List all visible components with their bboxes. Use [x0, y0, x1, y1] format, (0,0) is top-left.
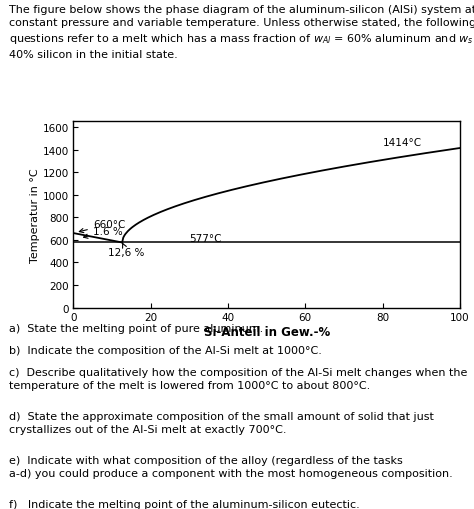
- Text: The figure below shows the phase diagram of the aluminum-silicon (AlSi) system a: The figure below shows the phase diagram…: [9, 5, 474, 60]
- Text: a)  State the melting point of pure aluminum.: a) State the melting point of pure alumi…: [9, 324, 264, 334]
- Text: e)  Indicate with what composition of the alloy (regardless of the tasks
a-d) yo: e) Indicate with what composition of the…: [9, 456, 453, 478]
- Text: 660°C: 660°C: [79, 220, 125, 233]
- Text: 577°C: 577°C: [189, 233, 222, 243]
- Text: c)  Describe qualitatively how the composition of the Al-Si melt changes when th: c) Describe qualitatively how the compos…: [9, 367, 468, 390]
- Text: 1414°C: 1414°C: [383, 137, 422, 147]
- Text: b)  Indicate the composition of the Al-Si melt at 1000°C.: b) Indicate the composition of the Al-Si…: [9, 346, 322, 356]
- Text: 1.6 %: 1.6 %: [83, 227, 123, 239]
- Text: 12,6 %: 12,6 %: [108, 244, 145, 257]
- Y-axis label: Temperatur in °C: Temperatur in °C: [29, 168, 40, 262]
- X-axis label: Si-Anteil in Gew.-%: Si-Anteil in Gew.-%: [203, 326, 330, 338]
- Text: f)   Indicate the melting point of the aluminum-silicon eutectic.: f) Indicate the melting point of the alu…: [9, 499, 360, 509]
- Text: d)  State the approximate composition of the small amount of solid that just
cry: d) State the approximate composition of …: [9, 412, 434, 434]
